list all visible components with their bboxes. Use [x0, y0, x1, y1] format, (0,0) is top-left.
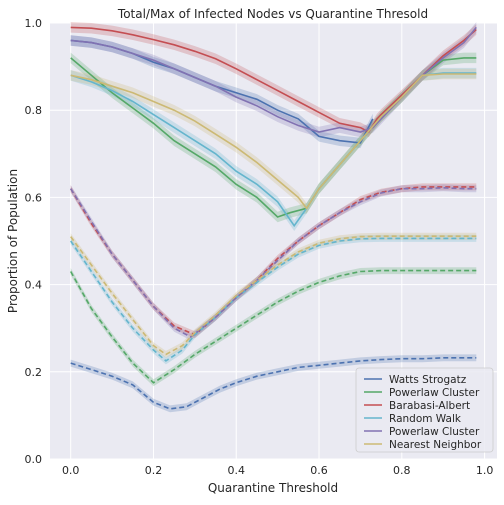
y-tick-label: 0.2	[25, 366, 43, 379]
y-tick-label: 0.0	[25, 453, 43, 466]
y-tick-label: 0.8	[25, 104, 43, 117]
legend-entry: Barabasi-Albert	[389, 400, 470, 412]
series-4-max-band	[70, 184, 477, 341]
x-tick-label: 0.0	[62, 464, 80, 477]
series-3-max-line	[70, 237, 477, 362]
y-tick-label: 1.0	[25, 17, 43, 30]
legend-box	[355, 367, 494, 453]
x-axis-label: Quarantine Threshold	[208, 481, 338, 495]
series-0-max-line	[70, 357, 477, 410]
series-2-total-line	[70, 26, 477, 134]
legend-entry: Watts Strogatz	[389, 374, 467, 386]
series-2-max-band	[70, 183, 477, 339]
legend-entry: Random Walk	[389, 413, 462, 425]
x-tick-label: 1.0	[476, 464, 494, 477]
series-5-total-band	[70, 68, 477, 214]
y-tick-label: 0.4	[25, 279, 43, 292]
x-tick-label: 0.8	[393, 464, 411, 477]
chart-title: Total/Max of Infected Nodes vs Quarantin…	[117, 7, 428, 21]
series-5-total-line	[70, 73, 477, 210]
x-tick-label: 0.4	[228, 464, 246, 477]
series-5-max-line	[70, 235, 477, 356]
series-0-max-band	[70, 354, 477, 413]
x-tick-label: 0.6	[310, 464, 328, 477]
legend-entry: Powerlaw Cluster	[389, 387, 480, 399]
series-2-total-band	[70, 22, 477, 138]
y-tick-label: 0.6	[25, 191, 43, 204]
legend-entry: Powerlaw Cluster	[389, 426, 480, 438]
y-axis-label: Proportion of Population	[6, 169, 20, 313]
series-1-max-line	[70, 269, 477, 384]
series-4-max-line	[70, 186, 477, 338]
series-0-total-band	[70, 35, 373, 149]
series-1-total-band	[70, 52, 477, 223]
legend-entry: Nearest Neighbor	[389, 439, 482, 451]
tick-labels: 0.0 0.2 0.4 0.6 0.8 1.0 0.0 0.2 0.4 0.6 0.8 1.0	[25, 17, 494, 477]
series-lines	[70, 26, 477, 410]
x-tick-label: 0.2	[145, 464, 163, 477]
